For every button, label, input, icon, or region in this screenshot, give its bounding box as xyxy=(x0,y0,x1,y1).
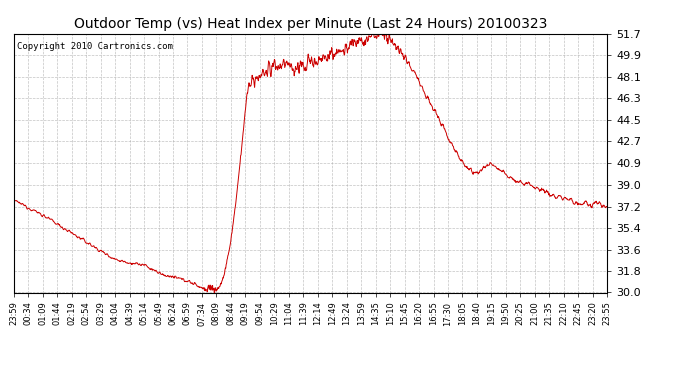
Title: Outdoor Temp (vs) Heat Index per Minute (Last 24 Hours) 20100323: Outdoor Temp (vs) Heat Index per Minute … xyxy=(74,17,547,31)
Text: Copyright 2010 Cartronics.com: Copyright 2010 Cartronics.com xyxy=(17,42,172,51)
